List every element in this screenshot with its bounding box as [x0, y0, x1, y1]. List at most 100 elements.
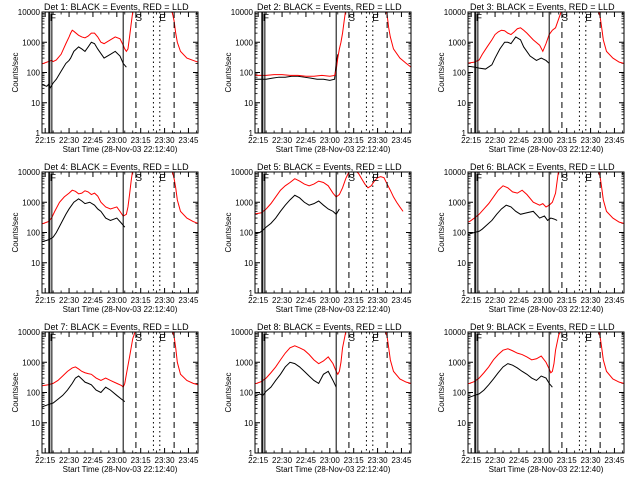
x-tick-label: 22:30	[59, 136, 80, 145]
y-tick-label: 10	[244, 419, 253, 428]
x-tick-label: 23:00	[107, 456, 128, 465]
y-tick-label: 10	[31, 259, 40, 268]
x-tick-label: 22:30	[272, 296, 293, 305]
y-axis-label: Counts/sec	[11, 52, 20, 92]
y-axis-label: Counts/sec	[224, 372, 233, 412]
x-axis-label: Start Time (28-Nov-03 22:12:40)	[63, 305, 178, 314]
x-tick-label: 23:30	[368, 296, 389, 305]
y-tick-label: 100	[240, 69, 254, 78]
x-tick-label: 23:15	[131, 456, 152, 465]
detector-panel-4: Det 4: BLACK = Events, RED = LLD 1 10 100 10…	[11, 162, 199, 314]
y-tick-label: 100	[240, 229, 254, 238]
x-tick-label: 22:15	[248, 136, 269, 145]
y-tick-label: 1000	[235, 198, 253, 207]
y-tick-label: 10000	[18, 168, 41, 177]
x-tick-label: 22:15	[248, 456, 269, 465]
x-axis-label: Start Time (28-Nov-03 22:12:40)	[63, 465, 178, 474]
detector-panel-1: Det 1: BLACK = Events, RED = LLD 1 10 100 10…	[11, 2, 199, 154]
x-tick-label: 23:15	[344, 136, 365, 145]
plot-frame	[467, 331, 625, 454]
x-tick-label: 23:15	[131, 136, 152, 145]
x-tick-label: 22:45	[83, 456, 104, 465]
marker-s: S	[135, 333, 142, 344]
x-tick-label: 23:45	[391, 136, 412, 145]
series-lld-line	[255, 172, 404, 215]
marker-s: S	[348, 13, 355, 24]
x-tick-label: 23:00	[320, 296, 341, 305]
x-tick-label: 22:45	[83, 296, 104, 305]
x-tick-label: 23:00	[320, 136, 341, 145]
x-tick-label: 23:45	[178, 456, 199, 465]
y-tick-label: 1	[249, 289, 254, 298]
y-tick-label: 100	[453, 69, 467, 78]
x-tick-label: 23:45	[604, 456, 625, 465]
x-tick-label: 23:30	[581, 296, 602, 305]
series-lld-line	[468, 12, 624, 64]
x-tick-label: 23:30	[155, 456, 176, 465]
marker-f: F	[476, 13, 482, 24]
y-tick-label: 100	[240, 389, 254, 398]
plot-frame	[41, 331, 199, 454]
x-tick-label: 23:00	[107, 296, 128, 305]
marker-s: S	[348, 173, 355, 184]
y-tick-label: 10	[31, 99, 40, 108]
plot-frame	[41, 171, 199, 294]
series-lld-line	[42, 332, 198, 389]
x-tick-label: 22:15	[35, 456, 56, 465]
panel-title: Det 2: BLACK = Events, RED = LLD	[257, 2, 402, 12]
plot-frame	[467, 11, 625, 134]
marker-e: E	[372, 173, 379, 184]
x-axis-label: Start Time (28-Nov-03 22:12:40)	[489, 305, 604, 314]
y-tick-label: 1000	[448, 198, 466, 207]
x-tick-label: 22:45	[296, 136, 317, 145]
y-axis-label: Counts/sec	[437, 372, 446, 412]
y-tick-label: 10000	[444, 328, 467, 337]
y-tick-label: 100	[27, 229, 41, 238]
marker-e: E	[372, 333, 379, 344]
marker-s: S	[561, 13, 568, 24]
marker-s: S	[135, 173, 142, 184]
marker-e: E	[585, 13, 592, 24]
y-tick-label: 10000	[231, 328, 254, 337]
x-tick-label: 22:15	[461, 296, 482, 305]
marker-s: S	[348, 333, 355, 344]
x-tick-label: 23:30	[368, 136, 389, 145]
x-tick-label: 23:15	[131, 296, 152, 305]
marker-f: F	[476, 173, 482, 184]
y-tick-label: 1	[249, 449, 254, 458]
x-axis-label: Start Time (28-Nov-03 22:12:40)	[276, 145, 391, 154]
panel-title: Det 6: BLACK = Events, RED = LLD	[470, 162, 615, 172]
detector-panel-7: Det 7: BLACK = Events, RED = LLD 1 10 100 10…	[11, 322, 199, 474]
detector-panel-9: Det 9: BLACK = Events, RED = LLD 1 10 100 10…	[437, 322, 625, 474]
y-tick-label: 100	[27, 69, 41, 78]
detector-panel-5: Det 5: BLACK = Events, RED = LLD 1 10 100 10…	[224, 162, 412, 314]
x-tick-label: 23:00	[107, 136, 128, 145]
y-tick-label: 100	[453, 389, 467, 398]
x-axis-label: Start Time (28-Nov-03 22:12:40)	[489, 145, 604, 154]
marker-f: F	[263, 13, 269, 24]
plot-frame	[41, 11, 199, 134]
panel-title: Det 1: BLACK = Events, RED = LLD	[44, 2, 189, 12]
marker-e: E	[159, 173, 166, 184]
marker-f: F	[50, 333, 56, 344]
y-tick-label: 10000	[444, 8, 467, 17]
x-axis-label: Start Time (28-Nov-03 22:12:40)	[489, 465, 604, 474]
x-tick-label: 22:45	[509, 136, 530, 145]
series-lld-line	[42, 172, 198, 225]
y-tick-label: 10000	[231, 8, 254, 17]
y-tick-label: 10	[244, 99, 253, 108]
y-tick-label: 1	[249, 129, 254, 138]
x-tick-label: 23:15	[557, 136, 578, 145]
x-tick-label: 22:45	[296, 296, 317, 305]
x-tick-label: 23:30	[581, 136, 602, 145]
panel-title: Det 9: BLACK = Events, RED = LLD	[470, 322, 615, 332]
detector-panel-8: Det 8: BLACK = Events, RED = LLD 1 10 100 10…	[224, 322, 412, 474]
marker-s: S	[561, 173, 568, 184]
x-tick-label: 22:30	[485, 136, 506, 145]
x-axis-label: Start Time (28-Nov-03 22:12:40)	[63, 145, 178, 154]
detector-panel-6: Det 6: BLACK = Events, RED = LLD 1 10 100 10…	[437, 162, 625, 314]
x-tick-label: 23:00	[533, 456, 554, 465]
x-tick-label: 22:45	[509, 456, 530, 465]
x-tick-label: 23:45	[391, 456, 412, 465]
